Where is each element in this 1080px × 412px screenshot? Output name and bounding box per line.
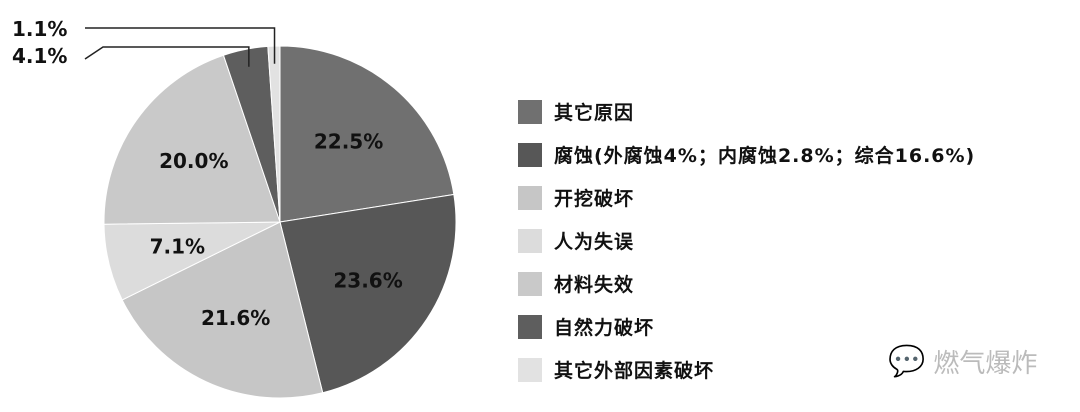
- legend-item: 其它原因: [518, 90, 975, 133]
- legend: 其它原因 腐蚀(外腐蚀4%；内腐蚀2.8%；综合16.6%) 开挖破坏 人为失误…: [518, 90, 975, 391]
- data-label: 4.1%: [12, 44, 67, 68]
- legend-label: 自然力破坏: [554, 317, 655, 339]
- leader-line: [85, 27, 276, 64]
- legend-label: 开挖破坏: [554, 188, 635, 210]
- legend-label: 其它外部因素破坏: [554, 360, 715, 382]
- pie-slice: [103, 54, 281, 225]
- legend-item: 自然力破坏: [518, 305, 975, 348]
- data-label: 21.6%: [201, 306, 270, 330]
- legend-label: 人为失误: [554, 231, 635, 253]
- legend-label: 其它原因: [554, 102, 635, 124]
- legend-item: 人为失误: [518, 219, 975, 262]
- legend-item: 材料失效: [518, 262, 975, 305]
- pie-slice: [279, 45, 455, 223]
- legend-label: 材料失效: [554, 274, 635, 296]
- legend-swatch: [518, 228, 542, 253]
- data-label: 22.5%: [314, 130, 383, 154]
- legend-item: 开挖破坏: [518, 176, 975, 219]
- wechat-icon: 💬: [888, 344, 926, 379]
- legend-swatch: [518, 357, 542, 382]
- legend-label: 腐蚀(外腐蚀4%；内腐蚀2.8%；综合16.6%): [554, 145, 976, 167]
- legend-item: 腐蚀(外腐蚀4%；内腐蚀2.8%；综合16.6%): [518, 133, 975, 176]
- data-label: 1.1%: [12, 17, 67, 41]
- leader-line: [84, 46, 250, 67]
- legend-swatch: [518, 99, 542, 124]
- pie-slice: [121, 221, 324, 399]
- data-label: 20.0%: [159, 149, 228, 173]
- pie-slice: [279, 193, 457, 394]
- legend-swatch: [518, 271, 542, 296]
- watermark: 💬 燃气爆炸: [888, 343, 1037, 380]
- legend-swatch: [518, 142, 542, 167]
- data-label: 23.6%: [333, 268, 402, 292]
- watermark-text: 燃气爆炸: [933, 349, 1038, 379]
- legend-swatch: [518, 185, 542, 210]
- data-label: 7.1%: [150, 235, 205, 259]
- legend-item: 其它外部因素破坏: [518, 348, 975, 391]
- legend-swatch: [518, 314, 542, 339]
